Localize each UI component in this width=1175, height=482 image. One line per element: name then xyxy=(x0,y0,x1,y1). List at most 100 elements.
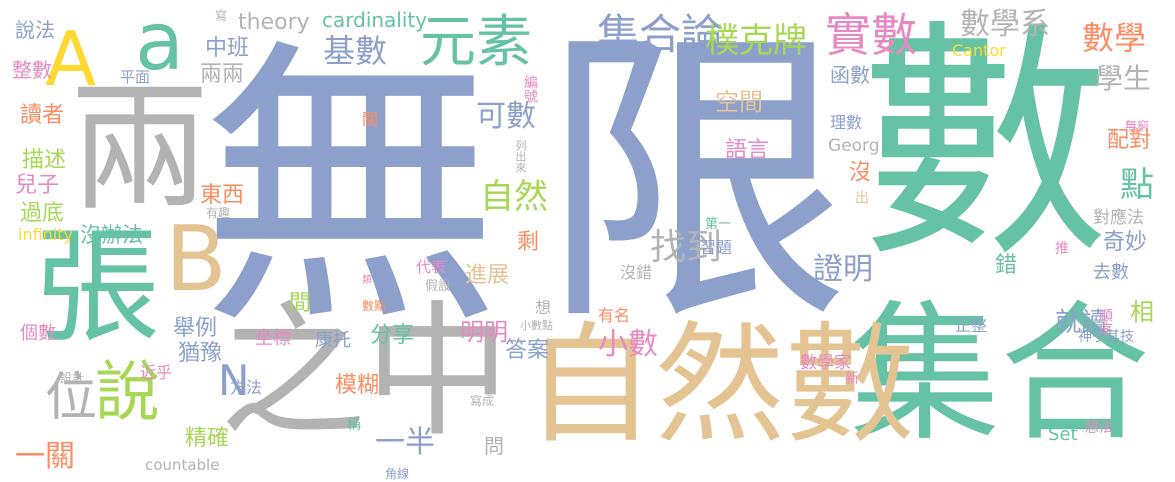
word-59: 分享 xyxy=(370,323,415,348)
word-42: 編號 xyxy=(522,75,538,103)
word-19: 數學 xyxy=(1082,19,1147,57)
word-infinity: infinity xyxy=(18,225,73,244)
word-62: 小數 xyxy=(598,327,658,362)
word-95: 有名 xyxy=(598,306,631,325)
word-82: 點 xyxy=(1120,165,1154,205)
word-80: 無窮 xyxy=(1125,119,1150,133)
word-92: 去數 xyxy=(1093,262,1129,283)
word-38: 近乎 xyxy=(140,363,173,382)
word-11: 說 xyxy=(95,355,161,430)
word-89: 習題 xyxy=(700,238,733,257)
word-65: 方法 xyxy=(230,378,263,397)
word-15: 實數 xyxy=(825,8,917,62)
word-56: 間 xyxy=(289,291,312,316)
word-30: 描述 xyxy=(22,148,67,173)
word-73: 空間 xyxy=(715,88,763,116)
word-34: 沒辦法 xyxy=(80,223,143,247)
word-16: 集合論 xyxy=(597,10,724,59)
word-99: 神乎其技 xyxy=(1078,329,1134,345)
word-96: 就讀 xyxy=(1055,308,1108,338)
word-40: 可數 xyxy=(476,99,536,134)
word-85: 對應法 xyxy=(1093,208,1144,228)
word-28: 平面 xyxy=(120,68,151,86)
word-a: a xyxy=(135,0,185,88)
word-25: 寫 xyxy=(215,9,228,23)
word-81: 配對 xyxy=(1107,128,1152,153)
word-set: Set xyxy=(1048,424,1078,445)
word-theory: theory xyxy=(238,10,310,35)
word-12: 位 xyxy=(45,368,98,428)
word-43: 關 xyxy=(362,110,379,129)
word-b: B xyxy=(165,207,227,312)
word-83: 沒 xyxy=(845,160,870,182)
word-54: 想 xyxy=(535,298,552,317)
word-50: 類 xyxy=(362,275,372,286)
word-86: 奇妙 xyxy=(1103,230,1148,255)
word-76: 理數 xyxy=(830,113,863,132)
word-31: 兒子 xyxy=(15,173,60,198)
word-71: 寫成 xyxy=(470,394,495,408)
word-41: 自然 xyxy=(480,177,548,217)
word-74: 語言 xyxy=(725,138,770,163)
word-4: 自然數 xyxy=(525,309,916,461)
word-cantor: Cantor xyxy=(952,41,1006,60)
word-61: 答案 xyxy=(505,338,550,363)
word-29: 讀者 xyxy=(20,103,65,128)
word-93: 沒錯 xyxy=(620,263,653,282)
word-49: 進展 xyxy=(465,263,510,288)
word-100: 數學家 xyxy=(800,353,851,373)
word-countable: countable xyxy=(145,456,220,474)
word-2: 數 xyxy=(860,0,1110,290)
word-45: 東西 xyxy=(200,183,245,208)
word-58: 猶豫 xyxy=(178,341,223,366)
word-94: 相 xyxy=(1130,298,1154,326)
word-23: 說法 xyxy=(15,18,55,42)
word-90: 錯 xyxy=(995,253,1018,278)
word-7: 張 xyxy=(35,215,160,360)
word-69: 一半 xyxy=(375,425,435,460)
word-36: 一關 xyxy=(15,439,75,474)
word-101: 新 xyxy=(845,371,859,387)
word-53: 數點 xyxy=(362,299,387,313)
word-51: 代表 xyxy=(416,258,447,276)
word-97: 正整 xyxy=(955,316,988,335)
word-44: 列出來 xyxy=(514,140,527,173)
word-88: 第一 xyxy=(705,217,732,232)
word-18: 數學系 xyxy=(960,7,1050,42)
word-cardinality: cardinality xyxy=(322,8,428,32)
word-georg: Georg xyxy=(828,136,880,156)
word-84: 出 xyxy=(853,190,869,204)
word-64: 康托 xyxy=(315,330,351,351)
word-47: 找到 xyxy=(650,227,723,268)
word-6: 兩 xyxy=(70,68,211,231)
word-n: N xyxy=(218,356,250,405)
word-67: 精確 xyxy=(185,426,230,451)
word-98: 順序 xyxy=(1097,308,1113,336)
word-20: 基數 xyxy=(323,32,388,70)
word-52: 假設 xyxy=(425,279,452,294)
word-57: 舉例 xyxy=(173,316,218,341)
word-48: 剩 xyxy=(517,230,540,255)
word-79: 學生 xyxy=(1095,62,1152,95)
word-72: 角線 xyxy=(385,467,410,481)
word-46: 有趣 xyxy=(206,206,231,220)
word-3: 集合 xyxy=(850,288,1151,462)
word-35: 個數 xyxy=(20,323,56,344)
word-87: 證明 xyxy=(813,252,873,287)
word-17: 樸克牌 xyxy=(705,21,807,61)
word-32: 過底 xyxy=(20,201,65,226)
word-37: 設計 xyxy=(60,371,85,385)
word-26: 中班 xyxy=(205,36,250,61)
word-66: 模糊 xyxy=(335,373,380,398)
word-1: 限 xyxy=(540,2,850,363)
word-55: 小數點 xyxy=(520,319,553,332)
word-14: 元素 xyxy=(420,10,532,75)
word-24: 整數 xyxy=(12,58,52,82)
word-91: 推 xyxy=(1055,241,1069,257)
word-0: 無 xyxy=(200,15,500,364)
word-68: 稱 xyxy=(347,417,361,433)
word-103: 想法 xyxy=(1085,420,1113,436)
word-60: 明明 xyxy=(460,318,508,346)
word-27: 兩兩 xyxy=(200,62,245,87)
